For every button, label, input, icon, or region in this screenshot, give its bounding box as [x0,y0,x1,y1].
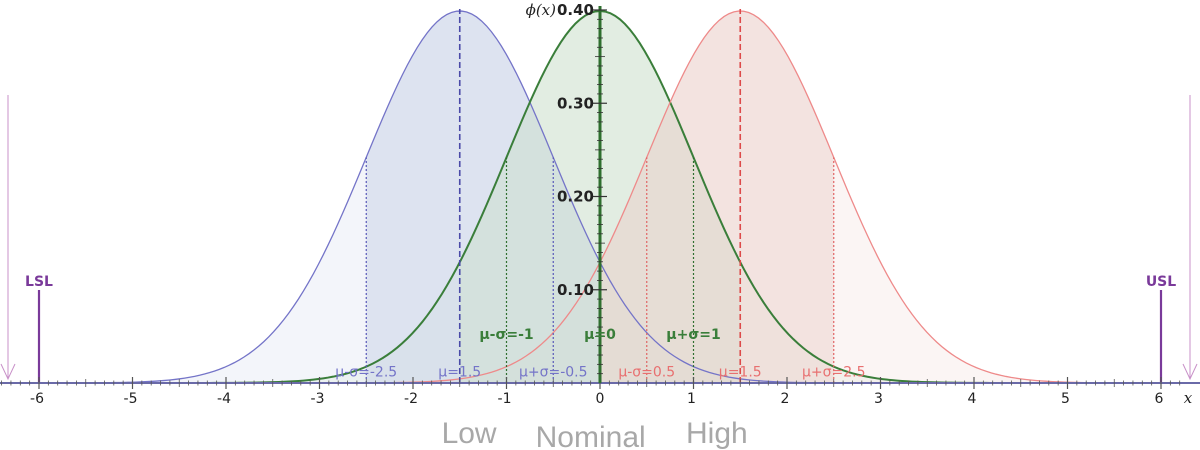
category-label-high: High [686,417,748,450]
annotation-label: μ+σ=1 [666,327,720,343]
annotation-label: μ+σ=2.5 [802,364,866,380]
x-tick-label: 4 [968,391,977,407]
x-tick-label: -6 [30,391,44,407]
annotation-label: μ+σ=-0.5 [519,364,588,380]
annotation-label: μ-σ=0.5 [618,364,675,380]
axes [0,6,1200,389]
x-tick-label: -3 [311,391,325,407]
x-tick-label: -5 [124,391,138,407]
x-tick-label: 3 [874,391,883,407]
category-label-nominal: Nominal [536,421,646,450]
limit-label-usl: USL [1146,274,1176,290]
annotation-label: μ-σ=-2.5 [335,364,397,380]
category-label-low: Low [442,417,497,450]
x-tick-label: -2 [404,391,418,407]
y-tick-label: 0.20 [557,188,594,206]
x-tick-label: -1 [498,391,512,407]
limit-label-lsl: LSL [25,274,53,290]
limit-arrow-head [1182,363,1198,381]
x-tick-label: 5 [1061,391,1070,407]
y-tick-label: 0.40 [557,1,594,19]
y-tick-label: 0.10 [557,281,594,299]
x-tick-label: -4 [217,391,231,407]
x-tick-label: 1 [687,391,696,407]
y-axis-label: ϕ(x) [526,1,557,19]
annotation-label: μ=0 [584,327,616,343]
annotation-label: μ=1.5 [438,364,481,380]
annotation-label: μ-σ=-1 [479,327,533,343]
x-tick-label: 6 [1155,391,1164,407]
x-tick-label: 0 [596,391,605,407]
curve-area-high [1,11,1190,384]
y-tick-label: 0.30 [557,94,594,112]
shaded-region-high [600,10,834,384]
annotation-label: μ=1.5 [719,364,762,380]
limit-arrow-head [0,363,16,381]
x-tick-label: 2 [781,391,790,407]
chart-labels: -6 -5 -4 -3 -2 -1 0 1 2 3 4 5 6 x 0.10 0.20 0.30 0.40ϕ(x)… [25,1,1193,450]
x-axis-label: x [1184,389,1193,407]
